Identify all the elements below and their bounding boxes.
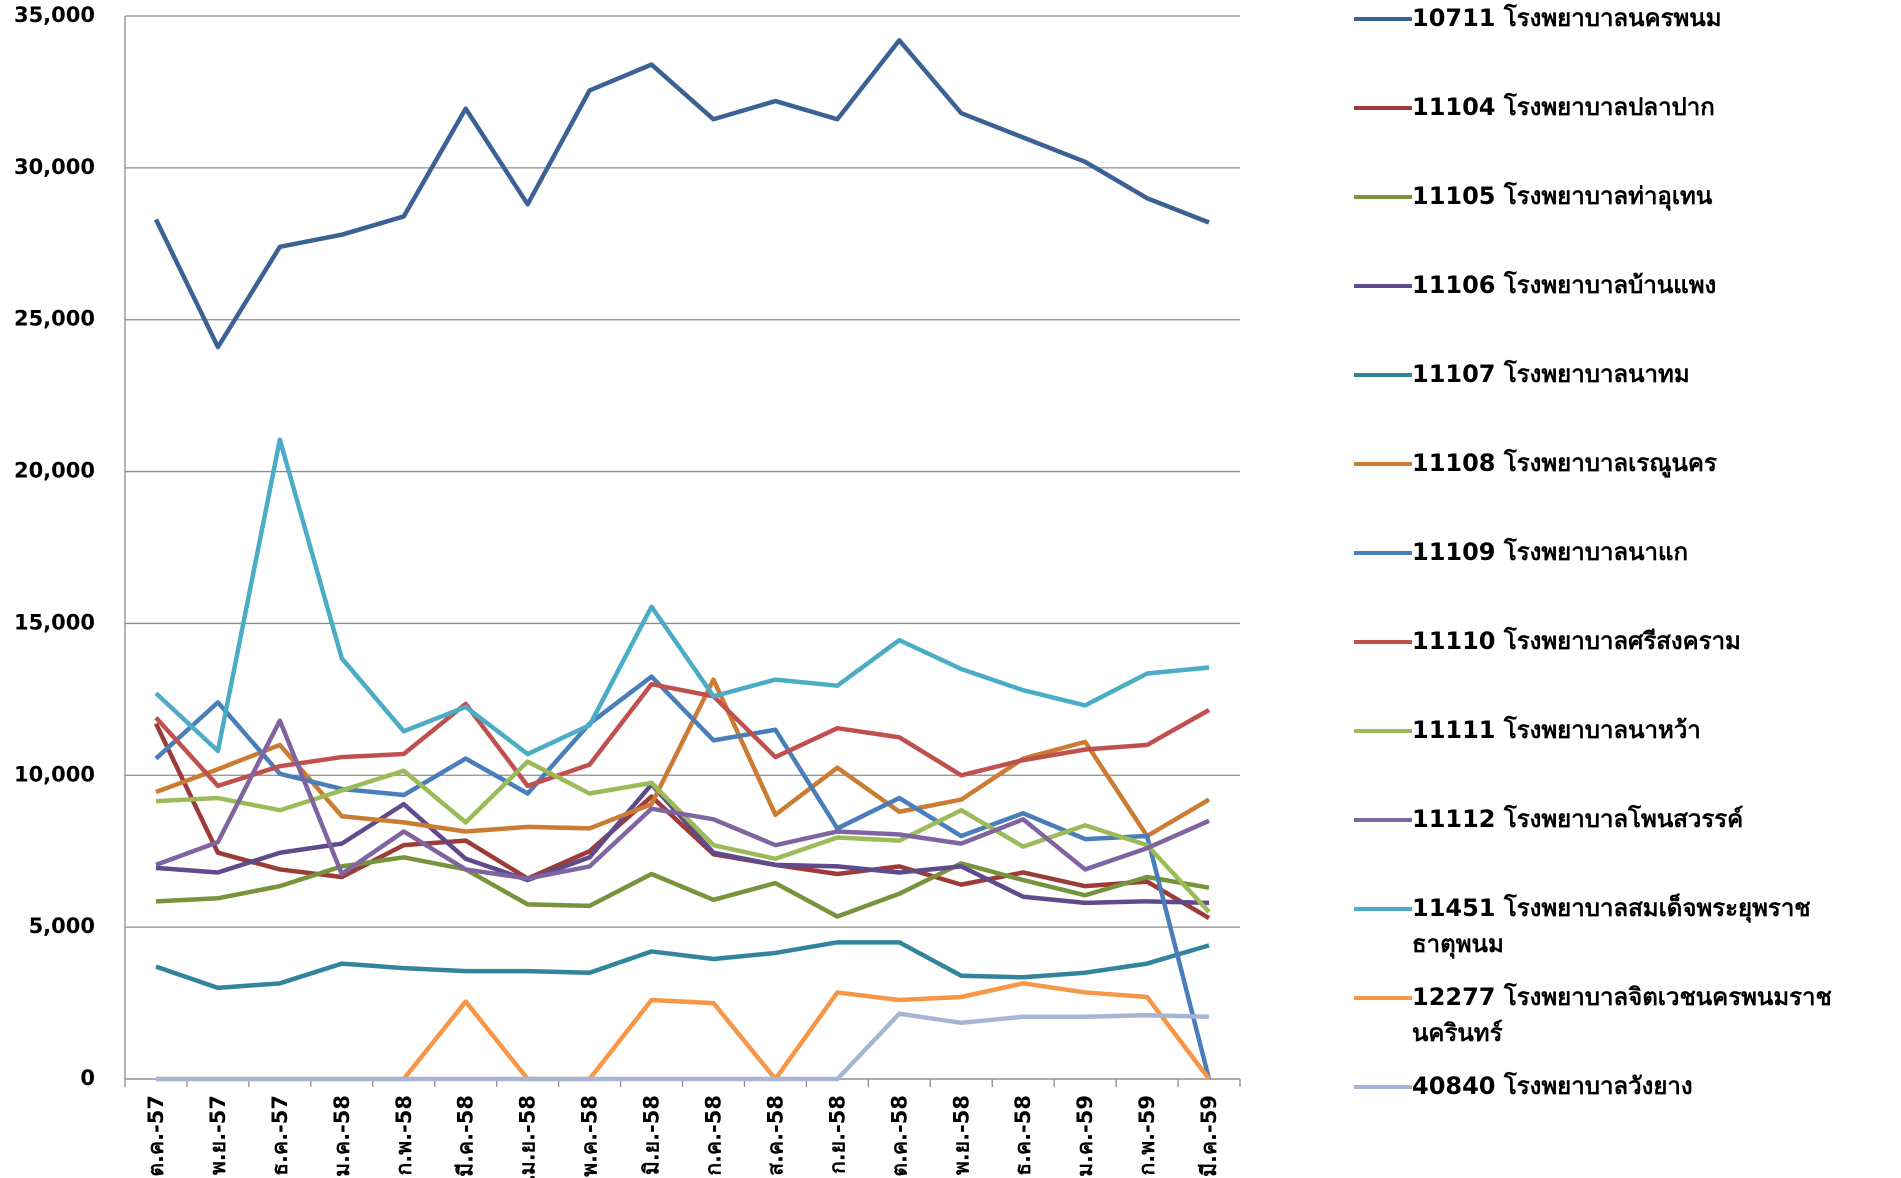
- legend-item: 11111 โรงพยาบาลนาหว้า: [1354, 712, 1892, 748]
- x-tick-label: ธ.ค.-57: [268, 1095, 292, 1176]
- series-line: [153, 38, 1210, 350]
- series-line: [155, 677, 1211, 839]
- x-tick-label: ม.ค.-59: [1073, 1095, 1097, 1177]
- series-line: [153, 722, 1211, 920]
- legend-swatch: [1354, 195, 1412, 199]
- y-tick-label: 10,000: [14, 762, 95, 786]
- legend-swatch: [1354, 551, 1412, 555]
- legend-item: 11451 โรงพยาบาลสมเด็จพระยุพราชธาตุพนม: [1354, 890, 1892, 962]
- legend-label: 11105 โรงพยาบาลท่าอุเทน: [1412, 182, 1713, 210]
- legend-label: 11112 โรงพยาบาลโพนสวรรค์: [1412, 805, 1744, 833]
- legend-item: 11110 โรงพยาบาลศรีสงคราม: [1354, 623, 1892, 659]
- x-tick-label: ก.ย.-58: [825, 1095, 849, 1174]
- x-tick-label: พ.ย.-58: [949, 1095, 973, 1175]
- legend-swatch: [1354, 462, 1412, 466]
- legend-label: 11109 โรงพยาบาลนาแก: [1412, 538, 1689, 566]
- x-tick-label: ธ.ค.-58: [1011, 1095, 1035, 1176]
- series-line: [155, 855, 1210, 919]
- x-tick-label: มี.ค.-59: [1197, 1095, 1221, 1177]
- x-tick-label: ม.ค.-58: [330, 1095, 354, 1177]
- series-line: [155, 940, 1210, 991]
- series-line: [154, 681, 1211, 789]
- x-tick-label: พ.ย.-57: [206, 1095, 230, 1175]
- series-line: [155, 981, 1211, 1082]
- x-tick-label: พ.ค.-58: [578, 1095, 602, 1177]
- legend-item: 11106 โรงพยาบาลบ้านแพง: [1354, 267, 1892, 303]
- legend-item: 11108 โรงพยาบาลเรณูนคร: [1354, 445, 1892, 481]
- legend-item: 10711 โรงพยาบาลนครพนม: [1354, 0, 1892, 36]
- legend-label: 11451 โรงพยาบาลสมเด็จพระยุพราชธาตุพนม: [1412, 894, 1811, 958]
- legend-label: 10711 โรงพยาบาลนครพนม: [1412, 4, 1722, 32]
- series-line: [155, 718, 1210, 881]
- legend-item: 11105 โรงพยาบาลท่าอุเทน: [1354, 178, 1892, 214]
- y-tick-label: 15,000: [14, 610, 95, 634]
- legend-label: 12277 โรงพยาบาลจิตเวชนครพนมราชนครินทร์: [1412, 983, 1832, 1047]
- legend-item: 11107 โรงพยาบาลนาทม: [1354, 356, 1892, 392]
- legend-item: 11112 โรงพยาบาลโพนสวรรค์: [1354, 801, 1892, 837]
- legend-item: 11109 โรงพยาบาลนาแก: [1354, 534, 1892, 570]
- legend-swatch: [1354, 996, 1412, 1000]
- legend-label: 11104 โรงพยาบาลปลาปาก: [1412, 93, 1715, 121]
- y-tick-label: 0: [80, 1066, 95, 1090]
- legend-label: 40840 โรงพยาบาลวังยาง: [1412, 1072, 1693, 1100]
- x-tick-label: มี.ค.-58: [454, 1095, 478, 1177]
- legend-label: 11106 โรงพยาบาลบ้านแพง: [1412, 271, 1717, 299]
- legend-swatch: [1354, 373, 1412, 377]
- legend-swatch: [1354, 284, 1412, 288]
- y-tick-label: 5,000: [29, 914, 95, 938]
- legend-item: 12277 โรงพยาบาลจิตเวชนครพนมราชนครินทร์: [1354, 979, 1892, 1051]
- legend-label: 11111 โรงพยาบาลนาหว้า: [1412, 716, 1701, 744]
- x-tick-label: ก.พ.-58: [392, 1095, 416, 1175]
- legend-item: 40840 โรงพยาบาลวังยาง: [1354, 1068, 1892, 1104]
- y-tick-label: 35,000: [14, 3, 95, 27]
- legend-swatch: [1354, 729, 1412, 733]
- series-line: [155, 1011, 1210, 1082]
- legend-swatch: [1354, 907, 1412, 911]
- legend-swatch: [1354, 1085, 1412, 1089]
- x-tick-label: ส.ค.-58: [763, 1095, 787, 1176]
- series-line: [154, 437, 1210, 757]
- legend-label: 11107 โรงพยาบาลนาทม: [1412, 360, 1690, 388]
- x-tick-label: มิ.ย.-58: [640, 1095, 664, 1175]
- legend-swatch: [1354, 106, 1412, 110]
- x-tick-label: ก.ค.-58: [701, 1095, 725, 1176]
- legend-swatch: [1354, 17, 1412, 21]
- y-tick-label: 20,000: [14, 459, 95, 483]
- x-tick-label: ก.พ.-59: [1135, 1095, 1159, 1175]
- x-tick-label: ต.ค.-57: [144, 1095, 168, 1177]
- legend-label: 11110 โรงพยาบาลศรีสงคราม: [1412, 627, 1741, 655]
- y-tick-label: 30,000: [14, 155, 95, 179]
- legend-item: 11104 โรงพยาบาลปลาปาก: [1354, 89, 1892, 125]
- legend-swatch: [1354, 640, 1412, 644]
- y-tick-label: 25,000: [14, 307, 95, 331]
- x-tick-label: ต.ค.-58: [887, 1095, 911, 1177]
- legend-label: 11108 โรงพยาบาลเรณูนคร: [1412, 449, 1717, 477]
- legend-swatch: [1354, 818, 1412, 822]
- series-line: [154, 674, 1212, 1080]
- x-tick-label: เม.ย.-58: [516, 1095, 540, 1178]
